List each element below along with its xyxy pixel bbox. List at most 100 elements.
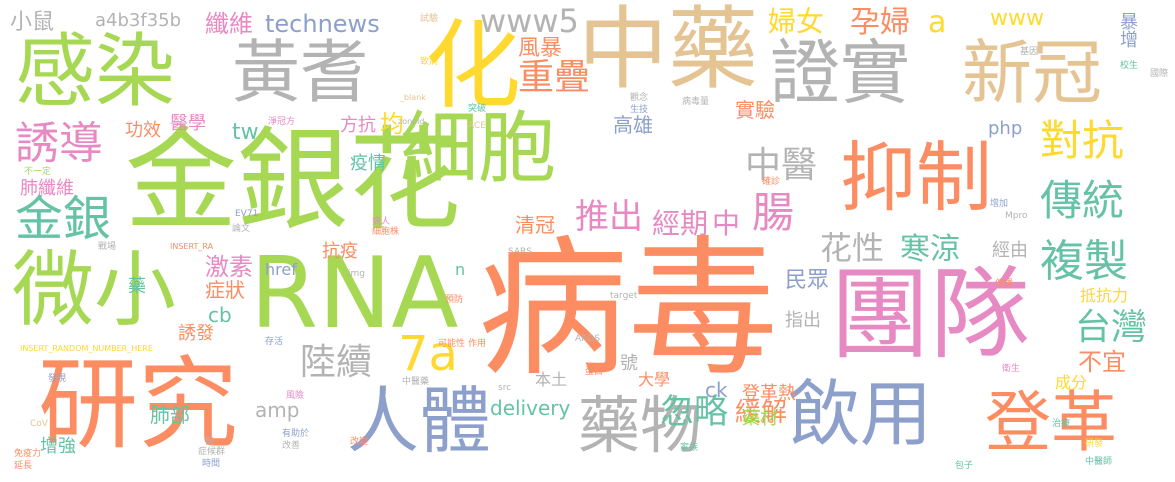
word: 可能性 xyxy=(438,339,466,349)
word: a4b3f35b xyxy=(95,10,182,31)
word: 致病 xyxy=(420,57,439,67)
word: 病毒量 xyxy=(682,97,710,107)
word: n xyxy=(455,260,466,279)
word: 症狀 xyxy=(205,278,245,302)
word: Mpro xyxy=(1005,211,1028,221)
word: 登革 xyxy=(985,384,1117,461)
word: 民眾 xyxy=(785,268,830,293)
word: 方抗 xyxy=(340,115,376,136)
word: 大學 xyxy=(638,370,671,389)
word: 黃耆 xyxy=(232,34,369,113)
word: zoneid xyxy=(398,117,425,126)
word: 風暴 xyxy=(518,36,563,61)
word: 藥材 xyxy=(742,408,778,429)
word: 時間 xyxy=(202,459,221,469)
word: cb xyxy=(208,303,232,327)
word: 傳統 xyxy=(1040,176,1125,225)
word: 號 xyxy=(620,353,638,374)
word: 忽略 xyxy=(660,392,728,432)
word: 肺纖維 xyxy=(20,178,74,199)
word: 前 xyxy=(205,437,215,447)
word: 不宜 xyxy=(1078,348,1126,376)
word: 突破 xyxy=(468,104,487,114)
word: 化 xyxy=(425,10,521,122)
word: 延長 xyxy=(14,461,33,471)
word: 誘導 xyxy=(15,118,103,169)
word: 淨冠方 xyxy=(268,117,296,127)
word: 症候群 xyxy=(198,447,226,457)
word: 腸 xyxy=(752,188,795,237)
word: 抑制 xyxy=(840,133,992,222)
word: technews xyxy=(265,10,380,38)
word: 金銀花 xyxy=(125,116,461,246)
word: www5 xyxy=(480,2,579,40)
word: 校生 xyxy=(1120,61,1139,71)
word: 藥物 xyxy=(578,389,703,462)
word: 中醫藥 xyxy=(402,377,430,387)
word: 改變 xyxy=(350,437,369,447)
word: 增強 xyxy=(40,436,76,457)
word: 有助於 xyxy=(282,429,310,439)
word: 傳播 xyxy=(995,279,1014,289)
word: a xyxy=(928,5,947,40)
word: 觀念 xyxy=(630,93,649,103)
word: 疫情 xyxy=(350,153,386,174)
word: 藥 xyxy=(128,276,146,297)
word: 蛋白 xyxy=(585,367,604,377)
word: 醫學 xyxy=(170,113,206,134)
word: ACE xyxy=(468,121,486,131)
word: 金銀 xyxy=(15,191,112,247)
word: 肺部 xyxy=(150,403,190,427)
word: 陸續 xyxy=(300,342,373,383)
word: 病人 xyxy=(372,217,391,227)
word: 纖維 xyxy=(205,10,253,38)
word: 基因 xyxy=(1020,47,1039,57)
word: 生技 xyxy=(630,105,649,115)
word: 孕婦 xyxy=(850,5,910,40)
word: 中醫 xyxy=(745,145,818,186)
word: 暴增 xyxy=(1117,12,1138,48)
word: tw xyxy=(232,120,259,145)
word: 寒涼 xyxy=(900,232,960,267)
word: 存活 xyxy=(265,337,284,347)
word: 論文 xyxy=(232,224,251,234)
word: 中藥 xyxy=(578,0,758,102)
word: 推出 xyxy=(575,197,643,237)
word: 細胞株 xyxy=(372,227,400,237)
word: 發現 xyxy=(48,374,67,384)
word: 研發 xyxy=(1085,439,1104,449)
word: 高雄 xyxy=(613,113,653,137)
word: 清冠 xyxy=(515,213,555,237)
word: 成分 xyxy=(1055,373,1088,392)
word: 經由 xyxy=(992,240,1028,261)
word: 研究 xyxy=(38,346,238,463)
word: 抗疫 xyxy=(322,241,358,262)
word: RNA xyxy=(250,237,459,351)
word: 作用 xyxy=(468,339,487,349)
word: 花性 xyxy=(820,229,885,267)
word: 誘發 xyxy=(178,323,214,344)
word: 確診 xyxy=(762,177,781,187)
word: 人體 xyxy=(347,379,492,463)
word: SARS xyxy=(508,247,533,257)
word: 微小 xyxy=(12,243,177,338)
word: img xyxy=(348,269,365,279)
word: 證實 xyxy=(770,32,910,114)
word: 家族 xyxy=(680,443,699,453)
word: 不一定 xyxy=(24,167,52,177)
word: www xyxy=(990,6,1044,31)
word: 團隊 xyxy=(830,256,1030,373)
word: 婦女 xyxy=(768,5,825,38)
word: 均 xyxy=(380,110,404,138)
word: INSERT_RANDOM_NUMBER_HERE xyxy=(20,344,153,353)
word: 指出 xyxy=(785,310,821,331)
word: amp xyxy=(255,398,300,422)
word: 新冠 xyxy=(962,32,1102,114)
word: target xyxy=(610,291,638,301)
word: 治療 xyxy=(1052,419,1071,429)
word: 激素 xyxy=(205,253,253,281)
word: 功效 xyxy=(125,120,161,141)
word: 免疫力 xyxy=(14,449,42,459)
word: ARDS xyxy=(575,334,601,344)
